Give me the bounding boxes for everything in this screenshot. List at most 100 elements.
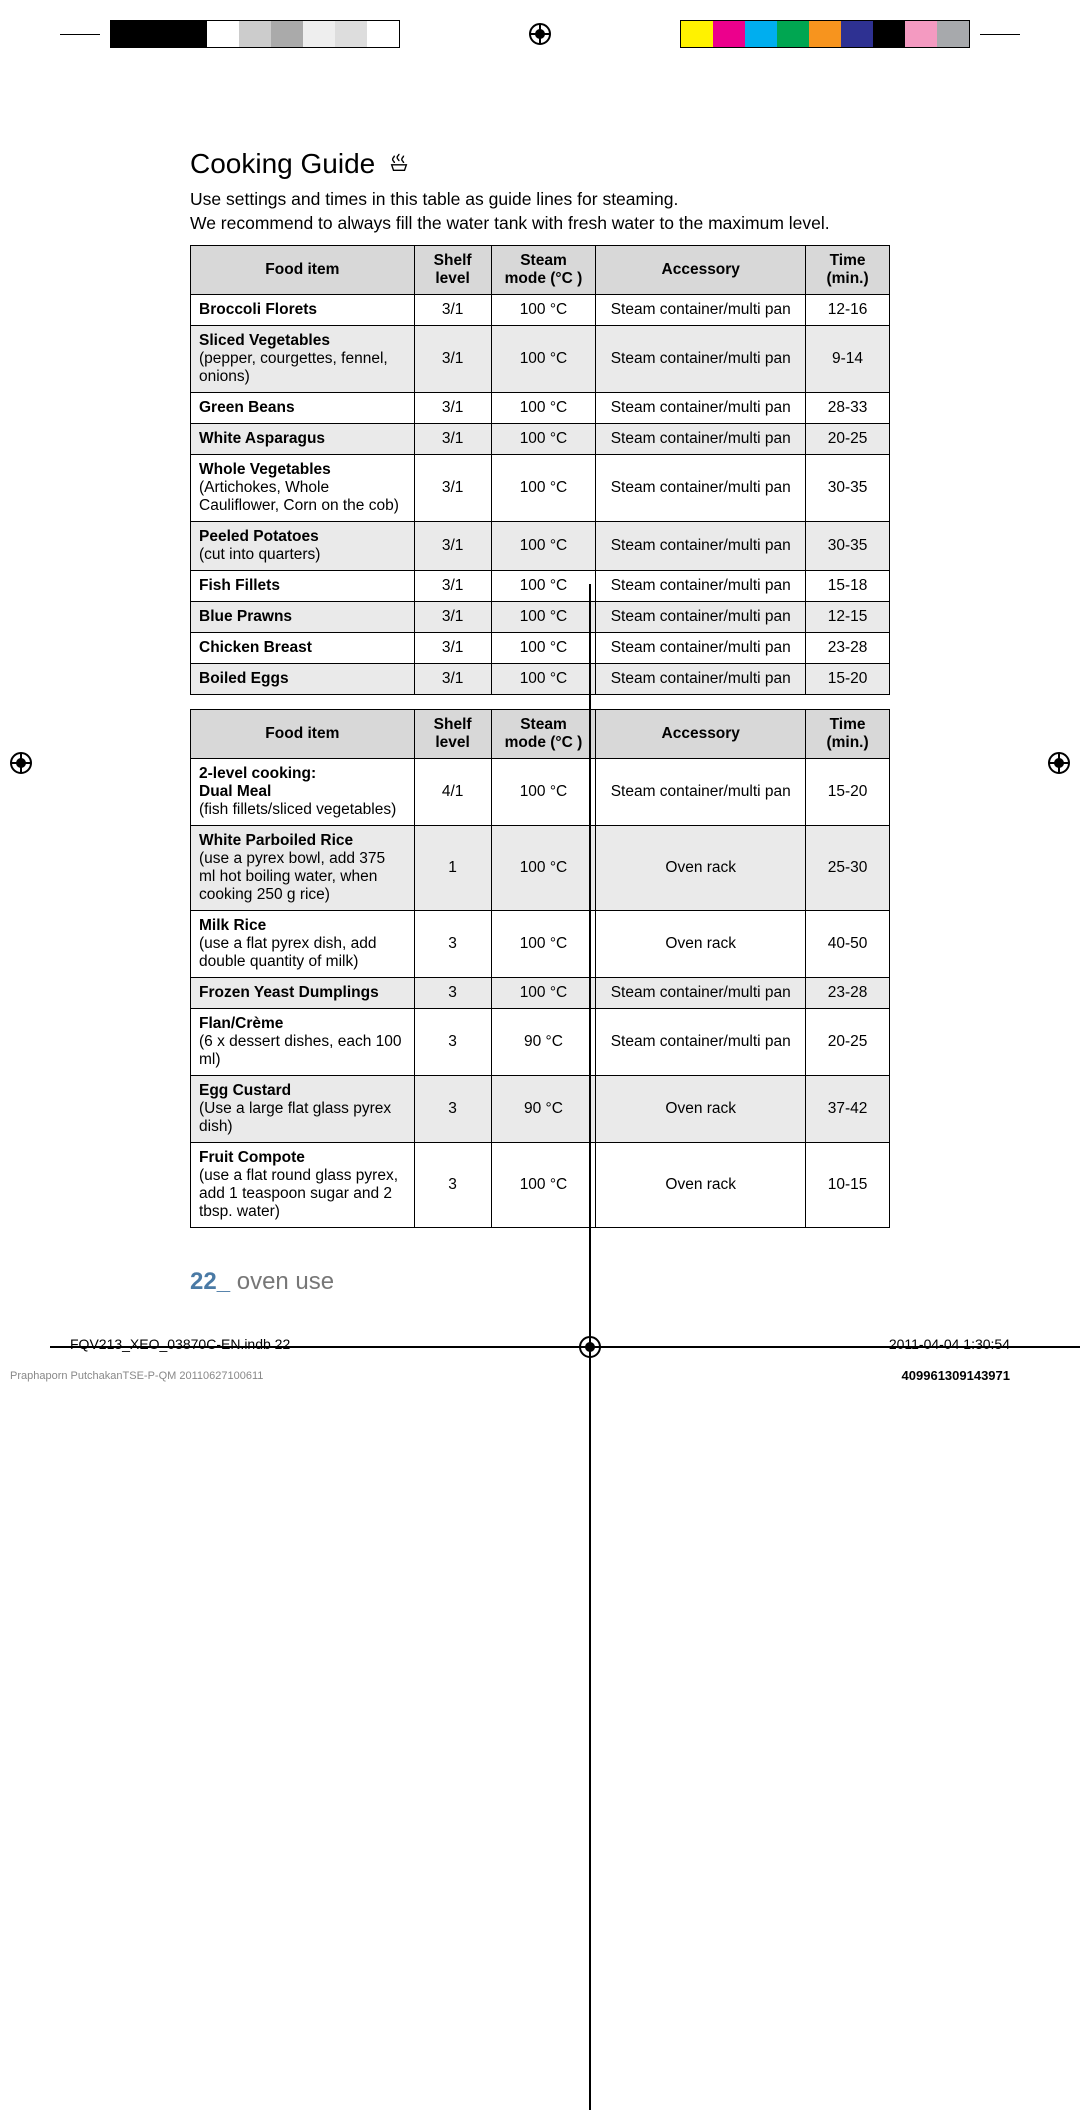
cell-acc: Oven rack [596, 1076, 806, 1143]
cell-mode: 100 °C [491, 571, 596, 602]
steam-icon [388, 152, 410, 180]
crop-mark [60, 34, 100, 35]
food-item-cell: 2-level cooking:Dual Meal(fish fillets/s… [191, 759, 415, 826]
table-row: Broccoli Florets3/1100 °CSteam container… [191, 295, 890, 326]
cell-acc: Steam container/multi pan [596, 295, 806, 326]
table-row: Sliced Vegetables(pepper, courgettes, fe… [191, 326, 890, 393]
cell-time: 9-14 [806, 326, 890, 393]
intro-text: Use settings and times in this table as … [190, 188, 890, 235]
cell-acc: Steam container/multi pan [596, 759, 806, 826]
table-row: 2-level cooking:Dual Meal(fish fillets/s… [191, 759, 890, 826]
page-title: Cooking Guide [190, 148, 890, 180]
section-name: oven use [237, 1268, 334, 1295]
cell-shelf: 3 [414, 1143, 491, 1228]
cell-mode: 100 °C [491, 826, 596, 911]
cell-acc: Steam container/multi pan [596, 633, 806, 664]
cell-time: 20-25 [806, 1009, 890, 1076]
table-row: Milk Rice(use a flat pyrex dish, add dou… [191, 911, 890, 978]
print-registration-top [0, 0, 1080, 58]
table-row: Fruit Compote(use a flat round glass pyr… [191, 1143, 890, 1228]
food-item-cell: Green Beans [191, 393, 415, 424]
cell-time: 25-30 [806, 826, 890, 911]
cooking-table-1: Food itemShelflevelSteammode (°C )Access… [190, 245, 890, 695]
cell-shelf: 4/1 [414, 759, 491, 826]
table-row: Boiled Eggs3/1100 °CSteam container/mult… [191, 664, 890, 695]
cell-shelf: 3 [414, 911, 491, 978]
cell-time: 12-16 [806, 295, 890, 326]
food-item-cell: Whole Vegetables(Artichokes, Whole Cauli… [191, 455, 415, 522]
cell-shelf: 3/1 [414, 664, 491, 695]
cell-shelf: 3 [414, 1009, 491, 1076]
cell-mode: 90 °C [491, 1009, 596, 1076]
bottom-meta: FQV213_XEO_03870C-EN.indb 22 2011-04-04 … [0, 1336, 1080, 1368]
cell-mode: 100 °C [491, 633, 596, 664]
food-item-cell: White Asparagus [191, 424, 415, 455]
cell-mode: 100 °C [491, 295, 596, 326]
title-text: Cooking Guide [190, 148, 375, 179]
table-row: Egg Custard(Use a large flat glass pyrex… [191, 1076, 890, 1143]
table-row: Fish Fillets3/1100 °CSteam container/mul… [191, 571, 890, 602]
cell-shelf: 3/1 [414, 295, 491, 326]
food-item-cell: Sliced Vegetables(pepper, courgettes, fe… [191, 326, 415, 393]
cell-shelf: 3/1 [414, 522, 491, 571]
cell-shelf: 3/1 [414, 455, 491, 522]
cell-mode: 90 °C [491, 1076, 596, 1143]
cell-mode: 100 °C [491, 759, 596, 826]
cell-acc: Steam container/multi pan [596, 455, 806, 522]
cell-time: 15-20 [806, 664, 890, 695]
cell-acc: Steam container/multi pan [596, 1009, 806, 1076]
cell-acc: Steam container/multi pan [596, 602, 806, 633]
cell-mode: 100 °C [491, 393, 596, 424]
cell-time: 30-35 [806, 455, 890, 522]
table-row: White Parboiled Rice(use a pyrex bowl, a… [191, 826, 890, 911]
cell-acc: Steam container/multi pan [596, 664, 806, 695]
table-row: Green Beans3/1100 °CSteam container/mult… [191, 393, 890, 424]
cell-acc: Steam container/multi pan [596, 522, 806, 571]
food-item-cell: Blue Prawns [191, 602, 415, 633]
column-header: Food item [191, 710, 415, 759]
cell-time: 15-18 [806, 571, 890, 602]
page-number: 22_ [190, 1268, 230, 1295]
doc-number: 409961309143971 [902, 1368, 1080, 1383]
cell-mode: 100 °C [491, 455, 596, 522]
doc-author-line: Praphaporn PutchakanTSE-P-QM 20110627100… [0, 1370, 263, 1382]
cooking-table-2: Food itemShelflevelSteammode (°C )Access… [190, 709, 890, 1228]
table-row: White Asparagus3/1100 °CSteam container/… [191, 424, 890, 455]
table-row: Frozen Yeast Dumplings3100 °CSteam conta… [191, 978, 890, 1009]
intro-line: We recommend to always fill the water ta… [190, 212, 890, 236]
footer-title: 22_ oven use [190, 1268, 890, 1296]
cell-time: 40-50 [806, 911, 890, 978]
crop-mark [980, 34, 1020, 35]
cell-acc: Oven rack [596, 826, 806, 911]
cell-mode: 100 °C [491, 522, 596, 571]
food-item-cell: Peeled Potatoes(cut into quarters) [191, 522, 415, 571]
column-header: Time(min.) [806, 710, 890, 759]
column-header: Accessory [596, 710, 806, 759]
cell-time: 28-33 [806, 393, 890, 424]
food-item-cell: Broccoli Florets [191, 295, 415, 326]
food-item-cell: White Parboiled Rice(use a pyrex bowl, a… [191, 826, 415, 911]
cell-time: 30-35 [806, 522, 890, 571]
cell-shelf: 3/1 [414, 393, 491, 424]
cell-shelf: 1 [414, 826, 491, 911]
page-content: Cooking Guide Use settings and times in … [0, 58, 1080, 1336]
column-header: Shelflevel [414, 246, 491, 295]
table-row: Blue Prawns3/1100 °CSteam container/mult… [191, 602, 890, 633]
cell-mode: 100 °C [491, 664, 596, 695]
food-item-cell: Frozen Yeast Dumplings [191, 978, 415, 1009]
table-row: Chicken Breast3/1100 °CSteam container/m… [191, 633, 890, 664]
cell-mode: 100 °C [491, 978, 596, 1009]
cell-shelf: 3/1 [414, 633, 491, 664]
food-item-cell: Milk Rice(use a flat pyrex dish, add dou… [191, 911, 415, 978]
cell-shelf: 3/1 [414, 424, 491, 455]
table-row: Peeled Potatoes(cut into quarters)3/1100… [191, 522, 890, 571]
cell-acc: Steam container/multi pan [596, 978, 806, 1009]
cell-time: 23-28 [806, 978, 890, 1009]
food-item-cell: Fish Fillets [191, 571, 415, 602]
food-item-cell: Flan/Crème(6 x dessert dishes, each 100 … [191, 1009, 415, 1076]
cell-time: 15-20 [806, 759, 890, 826]
cell-time: 12-15 [806, 602, 890, 633]
cell-time: 37-42 [806, 1076, 890, 1143]
cell-shelf: 3/1 [414, 326, 491, 393]
cell-acc: Oven rack [596, 1143, 806, 1228]
